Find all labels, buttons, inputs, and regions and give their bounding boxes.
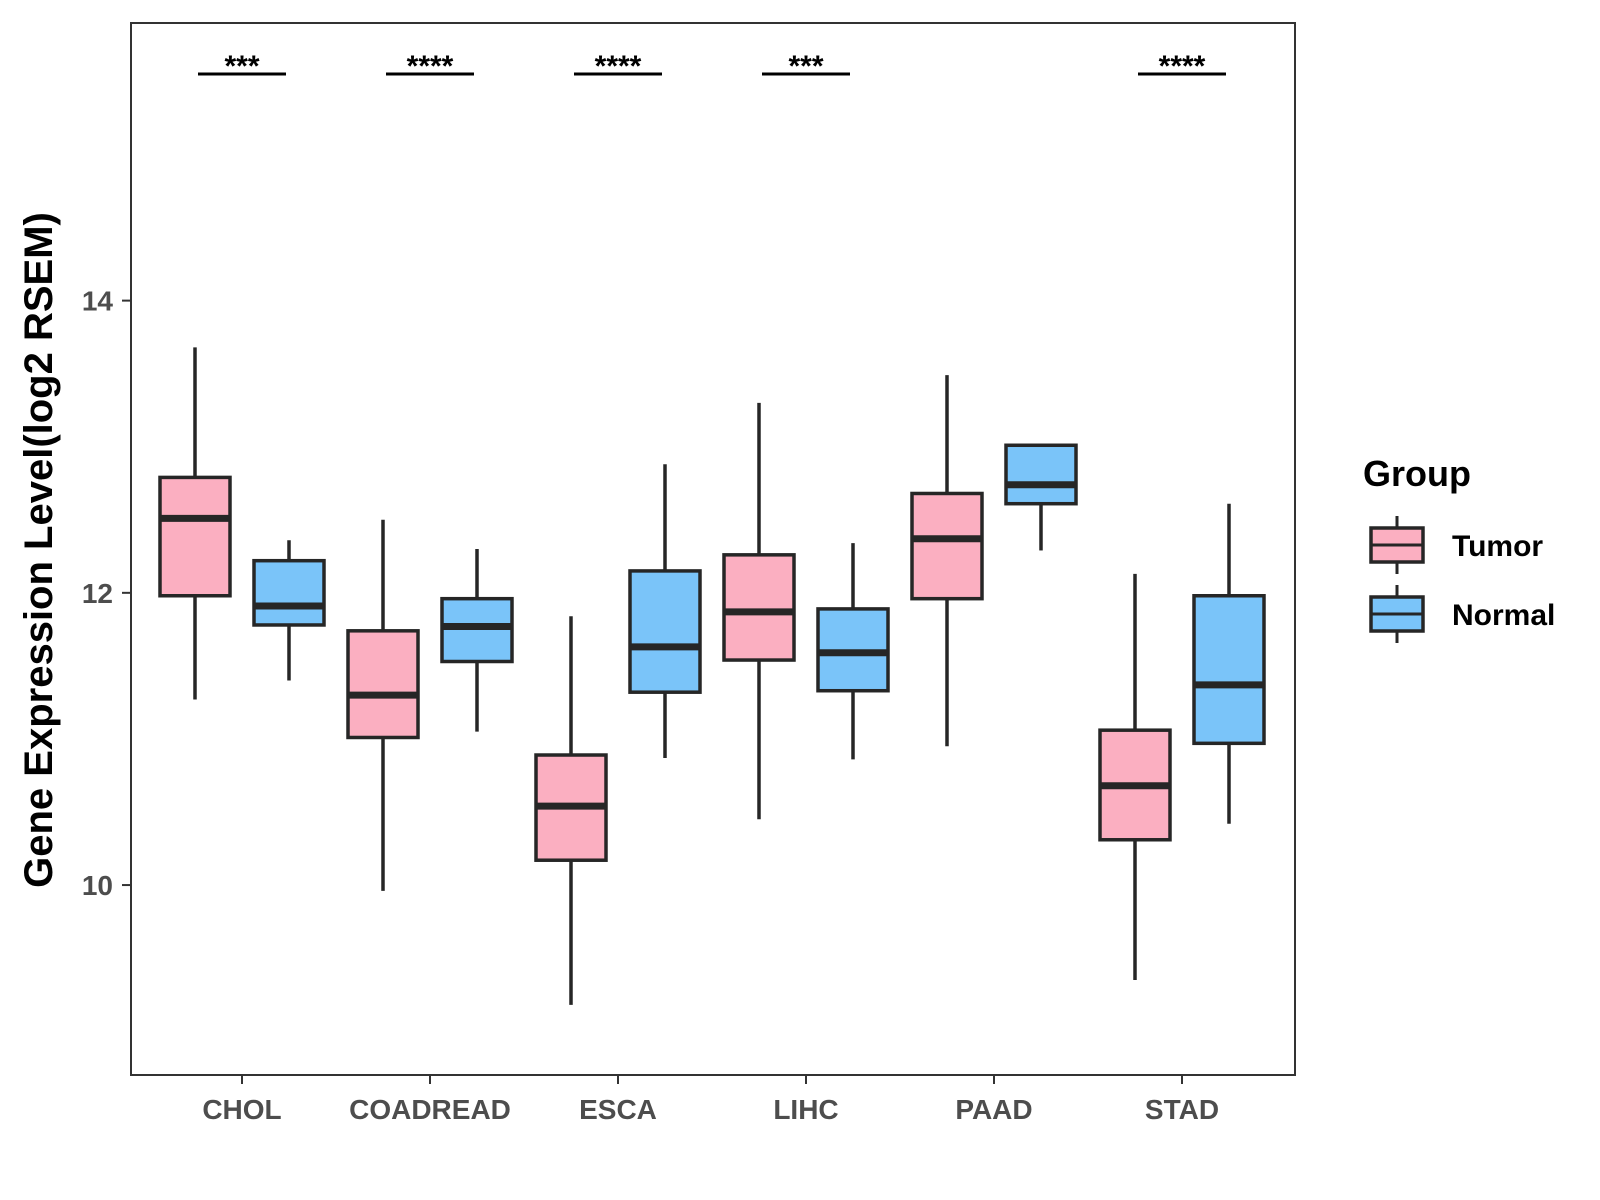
y-axis-label: Gene Expression Level(log2 RSEM): [17, 212, 61, 888]
significance-label: ***: [788, 50, 823, 83]
box-normal: [252, 558, 326, 627]
legend-label-normal: Normal: [1452, 599, 1555, 632]
x-tick-label: PAAD: [955, 1094, 1032, 1125]
legend: Group Tumor Normal: [1363, 453, 1555, 643]
plot-panel-border: [130, 22, 1296, 1076]
significance-label: ****: [1159, 50, 1206, 83]
y-tick-label: 12: [82, 578, 113, 609]
y-tick-label: 10: [82, 870, 113, 901]
y-tick-label: 14: [82, 286, 114, 317]
box-tumor: [910, 491, 984, 601]
x-tick-label: ESCA: [579, 1094, 657, 1125]
box-tumor: [158, 475, 232, 598]
box-normal: [628, 569, 702, 694]
x-tick-label: STAD: [1145, 1094, 1219, 1125]
box-tumor: [346, 629, 420, 740]
box-normal: [1192, 594, 1266, 746]
significance-label: ****: [407, 50, 454, 83]
x-tick-label: CHOL: [202, 1094, 281, 1125]
box-normal: [440, 596, 514, 664]
x-tick-label: LIHC: [773, 1094, 838, 1125]
significance-label: ***: [224, 50, 259, 83]
box-normal: [1004, 443, 1078, 506]
box-tumor: [722, 553, 796, 662]
significance-label: ****: [595, 50, 642, 83]
legend-title: Group: [1363, 453, 1471, 494]
legend-label-tumor: Tumor: [1452, 530, 1543, 563]
x-tick-label: COADREAD: [349, 1094, 511, 1125]
